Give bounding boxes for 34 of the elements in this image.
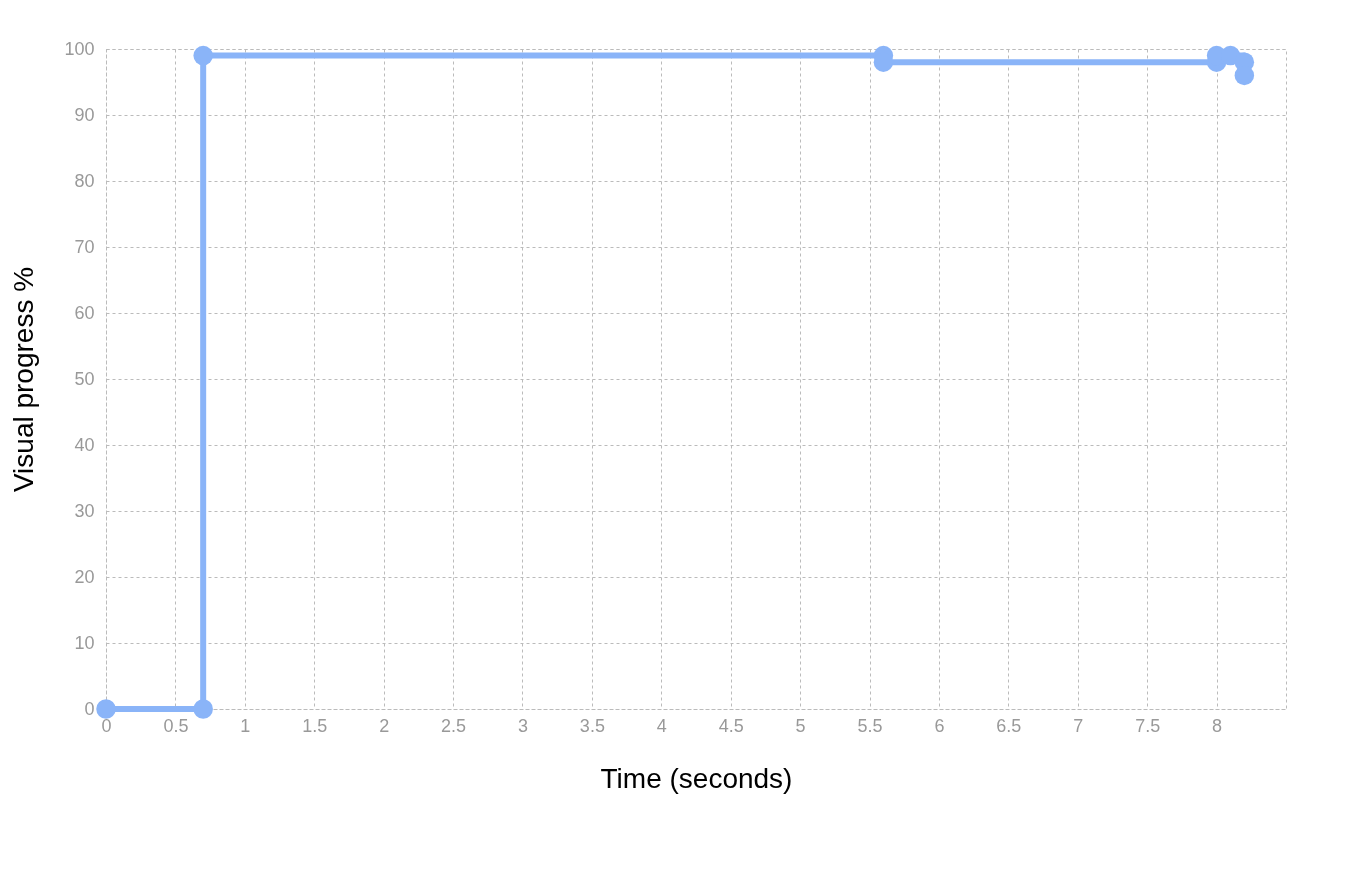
y-tick-label: 40 [74, 434, 95, 455]
x-tick-label: 7.5 [1135, 715, 1161, 736]
y-tick-label: 10 [74, 632, 95, 653]
x-tick-label: 0 [101, 715, 112, 736]
x-axis-title: Time (seconds) [600, 762, 793, 794]
x-tick-label: 5 [795, 715, 806, 736]
point [96, 699, 116, 719]
point [1234, 65, 1255, 86]
y-tick-label: 60 [74, 302, 95, 323]
y-tick-label: 90 [74, 104, 95, 125]
x-tick-label: 5.5 [857, 715, 883, 736]
point [193, 45, 213, 66]
x-tick-label: 2.5 [441, 715, 467, 736]
y-tick-label: 100 [64, 38, 95, 59]
x-tick-label: 3 [517, 715, 528, 736]
point [193, 699, 213, 719]
x-tick-label: 2 [379, 715, 390, 736]
y-tick-label: 80 [74, 170, 95, 191]
y-tick-label: 20 [74, 566, 95, 587]
y-tick-label: 30 [74, 500, 95, 521]
x-tick-label: 1.5 [302, 715, 328, 736]
x-tick-label: 4.5 [718, 715, 744, 736]
x-tick-label: 8 [1212, 715, 1223, 736]
x-tick-label: 1 [240, 715, 251, 736]
x-tick-label: 3.5 [579, 715, 605, 736]
y-tick-label: 50 [74, 368, 95, 389]
x-tick-label: 7 [1073, 715, 1084, 736]
y-tick-label: 0 [84, 698, 95, 719]
y-tick-label: 70 [74, 236, 95, 257]
x-tick-label: 6.5 [996, 715, 1022, 736]
x-tick-label: 4 [656, 715, 667, 736]
x-tick-label: 6 [934, 715, 945, 736]
x-tick-label: 0.5 [163, 715, 189, 736]
y-axis-title: Visual progress % [8, 266, 40, 493]
